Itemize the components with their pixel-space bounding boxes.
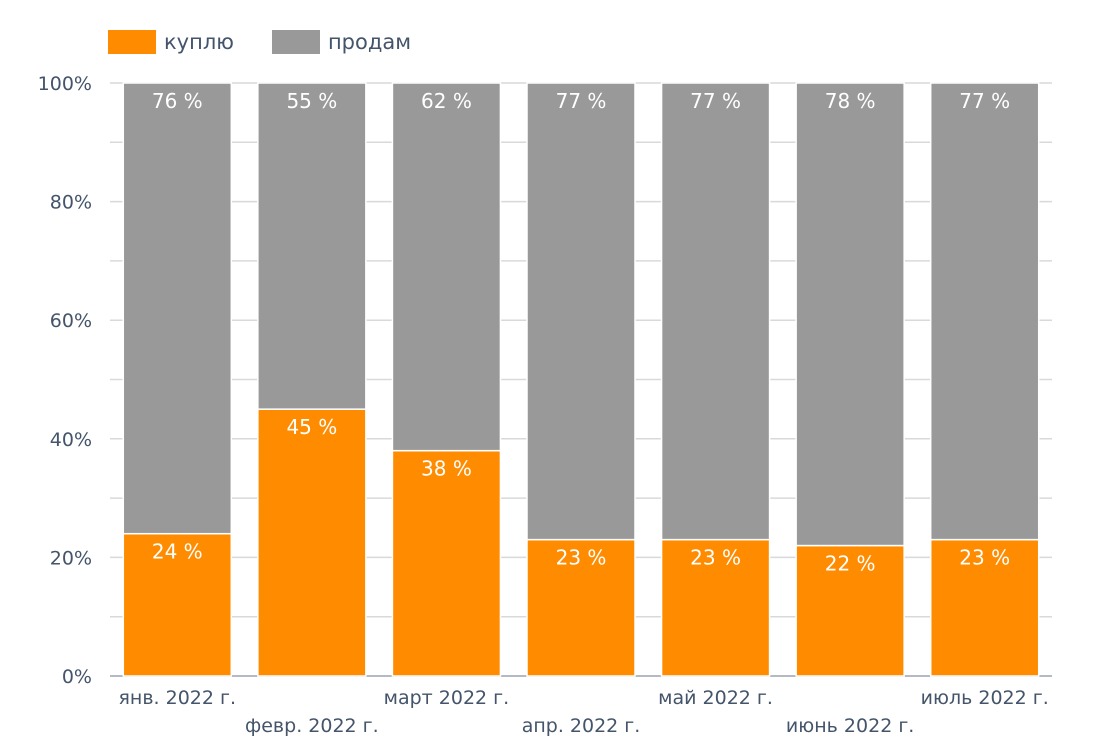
- x-tick-label: июнь 2022 г.: [786, 715, 914, 737]
- bar-value-label: 62 %: [421, 89, 472, 113]
- bar-segment-buy: [929, 538, 1040, 677]
- bar-value-label: 23 %: [556, 546, 607, 570]
- y-tick-label: 60%: [50, 310, 92, 332]
- legend: куплю продам: [108, 30, 449, 54]
- legend-item-buy: куплю: [108, 30, 234, 54]
- x-tick-label: июль 2022 г.: [921, 687, 1049, 709]
- legend-swatch-sell: [271, 30, 320, 54]
- bar-value-label: 45 %: [286, 415, 337, 439]
- y-tick-label: 40%: [50, 429, 92, 451]
- bar-value-label: 78 %: [825, 89, 876, 113]
- bar-segment-sell: [122, 82, 233, 535]
- bar-segment-buy: [526, 538, 636, 677]
- bar-value-label: 23 %: [690, 546, 741, 570]
- y-tick-label: 0%: [62, 666, 92, 688]
- bar-segment-sell: [526, 82, 636, 541]
- bar-segment-sell: [660, 82, 771, 541]
- legend-item-sell: продам: [271, 30, 412, 54]
- bar-value-label: 77 %: [690, 89, 741, 113]
- bar-value-label: 76 %: [152, 89, 203, 113]
- bar-value-label: 77 %: [959, 89, 1010, 113]
- bar-segment-buy: [795, 544, 905, 677]
- bar-segment-buy: [257, 408, 367, 677]
- x-tick-label: май 2022 г.: [658, 687, 773, 709]
- bar-value-label: 38 %: [421, 457, 472, 481]
- bar-value-label: 24 %: [152, 540, 203, 564]
- legend-label-sell: продам: [327, 30, 412, 54]
- bar-value-label: 77 %: [556, 89, 607, 113]
- bars: 24 % 76 % 45 % 55 % 38 % 62 % 23 % 77 % 23 % 77 %…: [122, 82, 1040, 677]
- bar-value-label: 23 %: [959, 546, 1010, 570]
- y-tick-label: 20%: [50, 547, 92, 569]
- x-tick-label: февр. 2022 г.: [245, 715, 379, 737]
- bar-segment-sell: [795, 82, 905, 547]
- legend-swatch-buy: [108, 30, 156, 54]
- x-tick-label: март 2022 г.: [384, 687, 510, 709]
- y-axis: 0% 20% 40% 60% 80% 100%: [38, 73, 92, 688]
- bar-segment-sell: [391, 82, 502, 452]
- bar-segment-buy: [122, 532, 233, 677]
- bar-segment-buy: [391, 449, 502, 677]
- bar-segment-buy: [660, 538, 771, 677]
- y-tick-label: 80%: [50, 192, 92, 214]
- y-tick-label: 100%: [38, 73, 92, 95]
- legend-label-buy: куплю: [164, 30, 234, 54]
- bar-segment-sell: [257, 82, 367, 410]
- x-tick-label: апр. 2022 г.: [522, 715, 641, 737]
- bar-value-label: 22 %: [825, 552, 876, 576]
- x-axis: янв. 2022 г. февр. 2022 г.март 2022 г. апр…: [119, 687, 1049, 737]
- bar-segment-sell: [929, 82, 1040, 541]
- bar-value-label: 55 %: [286, 89, 337, 113]
- x-tick-label: янв. 2022 г.: [119, 687, 237, 709]
